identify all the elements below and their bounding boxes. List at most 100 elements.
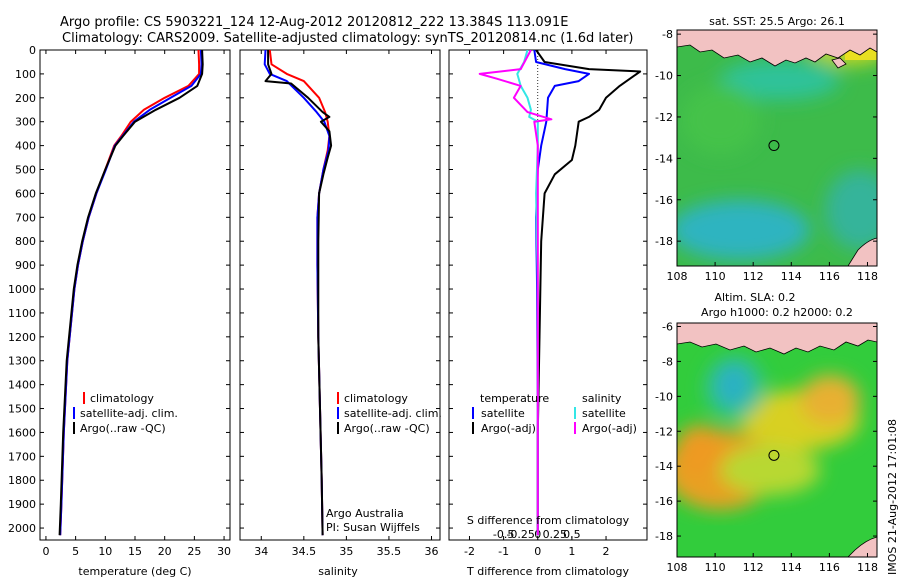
temperature-legend: climatology satellite-adj. clim. Argo(..… (73, 392, 178, 435)
depth-axis: 0 100 200 300 400 500 600 700 800 900 1000 1100 1200… (8, 44, 647, 535)
depth-tick-label: 1000 (8, 283, 36, 296)
profile-line-argo-adj- (535, 50, 642, 536)
x-tick-label: 35.5 (377, 545, 402, 558)
x-tick-label: 34 (254, 545, 268, 558)
land-coastline (847, 237, 877, 266)
map-y-tick-label: -12 (655, 111, 673, 124)
salinity-profile-lines (263, 50, 333, 536)
x-tick-label: 1 (568, 545, 575, 558)
map-x-tick-label: 110 (705, 270, 726, 283)
sst-cool-patch (825, 170, 877, 250)
legend-group-title-salinity: salinity (582, 392, 622, 405)
s-diff-tick-label: -0.5 (493, 528, 514, 541)
land-coastline (677, 30, 877, 67)
s-diff-tick-label: 0.25 (543, 528, 568, 541)
map-x-tick-label: 108 (667, 270, 688, 283)
land-coastline (831, 57, 847, 69)
sla-field-texture (677, 356, 860, 510)
sla-map-panel: Altim. SLA: 0.2 Argo h1000: 0.2 h2000: 0… (655, 291, 878, 574)
sla-map-frame (676, 322, 878, 558)
sst-map-title: sat. SST: 25.5 Argo: 26.1 (709, 15, 845, 28)
figure-title-line1: Argo profile: CS 5903221_124 12-Aug-2012… (60, 15, 568, 30)
x-tick-label: -2 (464, 545, 475, 558)
map-y-tick-label: -8 (662, 28, 673, 41)
map-y-tick-label: -8 (662, 355, 673, 368)
map-y-tick-label: -10 (655, 390, 673, 403)
map-x-tick-label: 116 (819, 270, 840, 283)
depth-tick-label: 1700 (8, 450, 36, 463)
x-tick-label: 25 (187, 545, 201, 558)
sst-field-texture (677, 30, 877, 260)
sst-mid-patch (680, 85, 760, 155)
s-diff-tick-label: 0.5 (563, 528, 581, 541)
map-x-tick-label: 118 (857, 561, 878, 574)
map-y-tick-label: -18 (655, 235, 673, 248)
difference-panel: -2 -1 0 1 2-0.5-0.25 0 0.250.5 temperature sal… (448, 49, 648, 578)
depth-tick-label: 400 (15, 140, 36, 153)
x-tick-label: 2 (603, 545, 610, 558)
temperature-panel: 0100200300400500600700800900100011001200… (8, 44, 647, 578)
salinity-difference-axis-label: S difference from climatology (467, 514, 630, 527)
temperature-axes-frame (39, 49, 231, 541)
temperature-profile-lines (58, 50, 204, 536)
salinity-annotation-line2: PI: Susan Wijffels (326, 521, 420, 534)
legend-label-temp-argo: Argo(-adj) (481, 422, 536, 435)
depth-tick-label: 300 (15, 116, 36, 129)
sla-high-patch (800, 375, 860, 425)
sla-map-field (677, 323, 877, 557)
salinity-annotation-line1: Argo Australia (326, 507, 404, 520)
salinity-panel: 34 34.5 35 35.5 36 climatology satellite-adj… (239, 49, 442, 578)
argo-float-position-marker (768, 140, 780, 152)
sst-map-field (677, 30, 877, 266)
land-coastline (677, 323, 877, 355)
x-tick-label: 20 (158, 545, 172, 558)
map-x-tick-label: 112 (743, 270, 764, 283)
legend-label-argo: Argo(..raw -QC) (344, 422, 430, 435)
temperature-x-axis: 0 5 10 15 20 25 30 (42, 50, 231, 558)
sla-map-axes: 108 110 112 114 116 118 -6 -8 -10 -12 -14 -16 -18 (655, 320, 878, 574)
depth-tick-label: 900 (15, 259, 36, 272)
map-y-tick-label: -6 (662, 320, 673, 333)
difference-axes-frame (448, 49, 648, 541)
map-y-tick-label: -10 (655, 70, 673, 83)
depth-tick-label: 700 (15, 211, 36, 224)
salinity-legend: climatology satellite-adj. clim. Argo(..… (337, 392, 442, 435)
map-y-tick-label: -16 (655, 194, 673, 207)
map-y-tick-label: -14 (655, 460, 673, 473)
profile-line-climatology (59, 50, 201, 536)
sst-map-frame (676, 29, 878, 267)
depth-tick-label: 2000 (8, 522, 36, 535)
legend-label-sal-satellite: satellite (582, 407, 626, 420)
salinity-x-axis: 34 34.5 35 35.5 36 (254, 50, 438, 558)
difference-legend: temperature salinity satellite Argo(-adj… (472, 392, 637, 435)
land-coastline (847, 536, 877, 557)
legend-label-argo: Argo(..raw -QC) (80, 422, 166, 435)
figure-title-line2: Climatology: CARS2009. Satellite-adjuste… (62, 31, 634, 46)
sst-cool-patch (720, 60, 840, 100)
sla-low-ring (705, 356, 765, 420)
map-x-tick-label: 108 (667, 561, 688, 574)
map-x-tick-label: 118 (857, 270, 878, 283)
temperature-difference-x-label: T difference from climatology (466, 565, 629, 578)
map-y-tick-label: -14 (655, 152, 673, 165)
legend-label-satellite: satellite-adj. clim. (344, 407, 442, 420)
x-tick-label: 0 (42, 545, 49, 558)
x-tick-label: 35 (339, 545, 353, 558)
legend-label-climatology: climatology (90, 392, 154, 405)
map-x-tick-label: 114 (781, 270, 802, 283)
map-x-tick-label: 116 (819, 561, 840, 574)
x-tick-label: 30 (217, 545, 231, 558)
map-x-tick-label: 112 (743, 561, 764, 574)
depth-tick-label: 200 (15, 92, 36, 105)
sla-map-title: Altim. SLA: 0.2 (714, 291, 795, 304)
difference-profile-lines (478, 50, 642, 536)
x-tick-label: 0 (534, 545, 541, 558)
map-x-tick-label: 114 (781, 561, 802, 574)
profile-line-argo-raw-qc- (264, 50, 333, 536)
argo-float-position-marker (768, 449, 780, 461)
map-y-tick-label: -18 (655, 530, 673, 543)
sst-cool-patch (677, 200, 810, 260)
legend-label-satellite: satellite-adj. clim. (80, 407, 178, 420)
sla-mid-patch (720, 445, 820, 495)
